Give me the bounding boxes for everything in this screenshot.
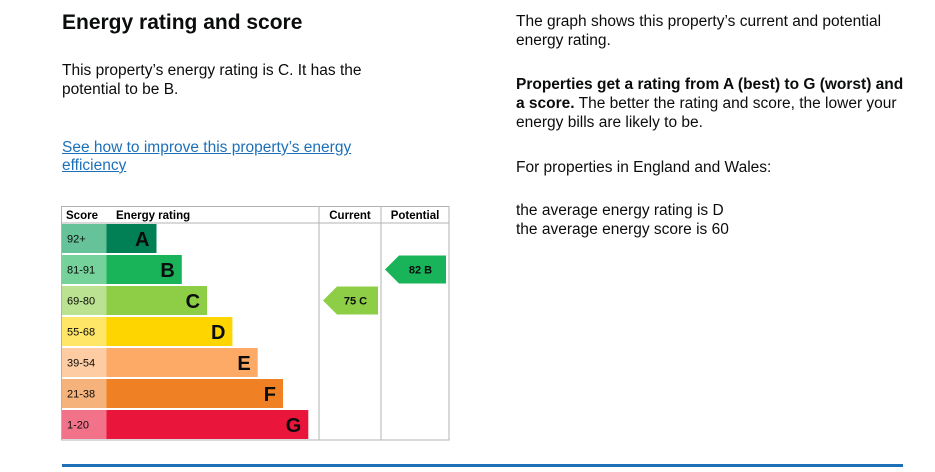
rating-column-header: Energy rating xyxy=(116,210,190,222)
score-cell-e xyxy=(61,348,107,377)
band-bar-b xyxy=(106,255,182,284)
potential-rating-arrow xyxy=(385,255,446,284)
band-letter-e: E xyxy=(237,353,250,375)
graph-description: The graph shows this property’s current … xyxy=(516,13,882,49)
score-cell-d xyxy=(61,317,107,346)
current-column-header: Current xyxy=(329,210,371,222)
score-range-c: 69-80 xyxy=(67,296,95,308)
rating-scale-bold: Properties get a rating from A (best) to… xyxy=(516,76,904,112)
band-letter-a: A xyxy=(135,229,149,251)
averages-text: the average energy rating is D the averag… xyxy=(516,201,911,239)
potential-rating-label: 82 B xyxy=(409,265,432,277)
score-cell-g xyxy=(61,410,107,439)
energy-rating-chart: 92+ A 81-91 B 69-80 C 55-68 D 39-54 E 21-38 F 1-20 G S… xyxy=(61,206,450,441)
average-rating-text: the average energy rating is D xyxy=(516,202,724,219)
band-bar-d xyxy=(106,317,233,346)
score-cell-a xyxy=(61,224,107,253)
score-range-d: 55-68 xyxy=(67,327,95,339)
score-cell-c xyxy=(61,286,107,315)
band-bar-f xyxy=(106,379,283,408)
improve-efficiency-link[interactable]: See how to improve this property’s energ… xyxy=(62,139,352,174)
band-letter-c: C xyxy=(186,291,200,313)
band-bar-e xyxy=(106,348,258,377)
rating-scale-rest: The better the rating and score, the low… xyxy=(516,95,897,131)
chart-border xyxy=(61,206,450,441)
score-column-header: Score xyxy=(66,210,98,222)
score-range-f: 21-38 xyxy=(67,389,95,401)
section-divider xyxy=(62,464,903,467)
energy-rating-summary: Energy rating and score This property’s … xyxy=(62,10,422,175)
band-letter-d: D xyxy=(211,322,225,344)
score-range-b: 81-91 xyxy=(67,265,95,277)
potential-column-header: Potential xyxy=(391,210,440,222)
score-range-e: 39-54 xyxy=(67,358,95,370)
band-letter-b: B xyxy=(160,260,174,282)
average-score-text: the average energy score is 60 xyxy=(516,221,729,238)
band-letter-g: G xyxy=(286,415,302,437)
rating-explanation: The graph shows this property’s current … xyxy=(516,12,911,239)
score-cell-f xyxy=(61,379,107,408)
band-bar-a xyxy=(106,224,157,253)
region-text: For properties in England and Wales: xyxy=(516,159,772,176)
current-rating-arrow xyxy=(323,286,378,315)
score-range-g: 1-20 xyxy=(67,420,89,432)
score-range-a: 92+ xyxy=(67,234,86,246)
band-bar-c xyxy=(106,286,208,315)
current-rating-label: 75 C xyxy=(344,296,367,308)
band-bar-g xyxy=(106,410,309,439)
score-cell-b xyxy=(61,255,107,284)
page-title: Energy rating and score xyxy=(62,11,303,34)
band-letter-f: F xyxy=(264,384,276,406)
rating-scale-text: Properties get a rating from A (best) to… xyxy=(516,75,911,132)
rating-intro-text: This property’s energy rating is C. It h… xyxy=(62,62,362,98)
